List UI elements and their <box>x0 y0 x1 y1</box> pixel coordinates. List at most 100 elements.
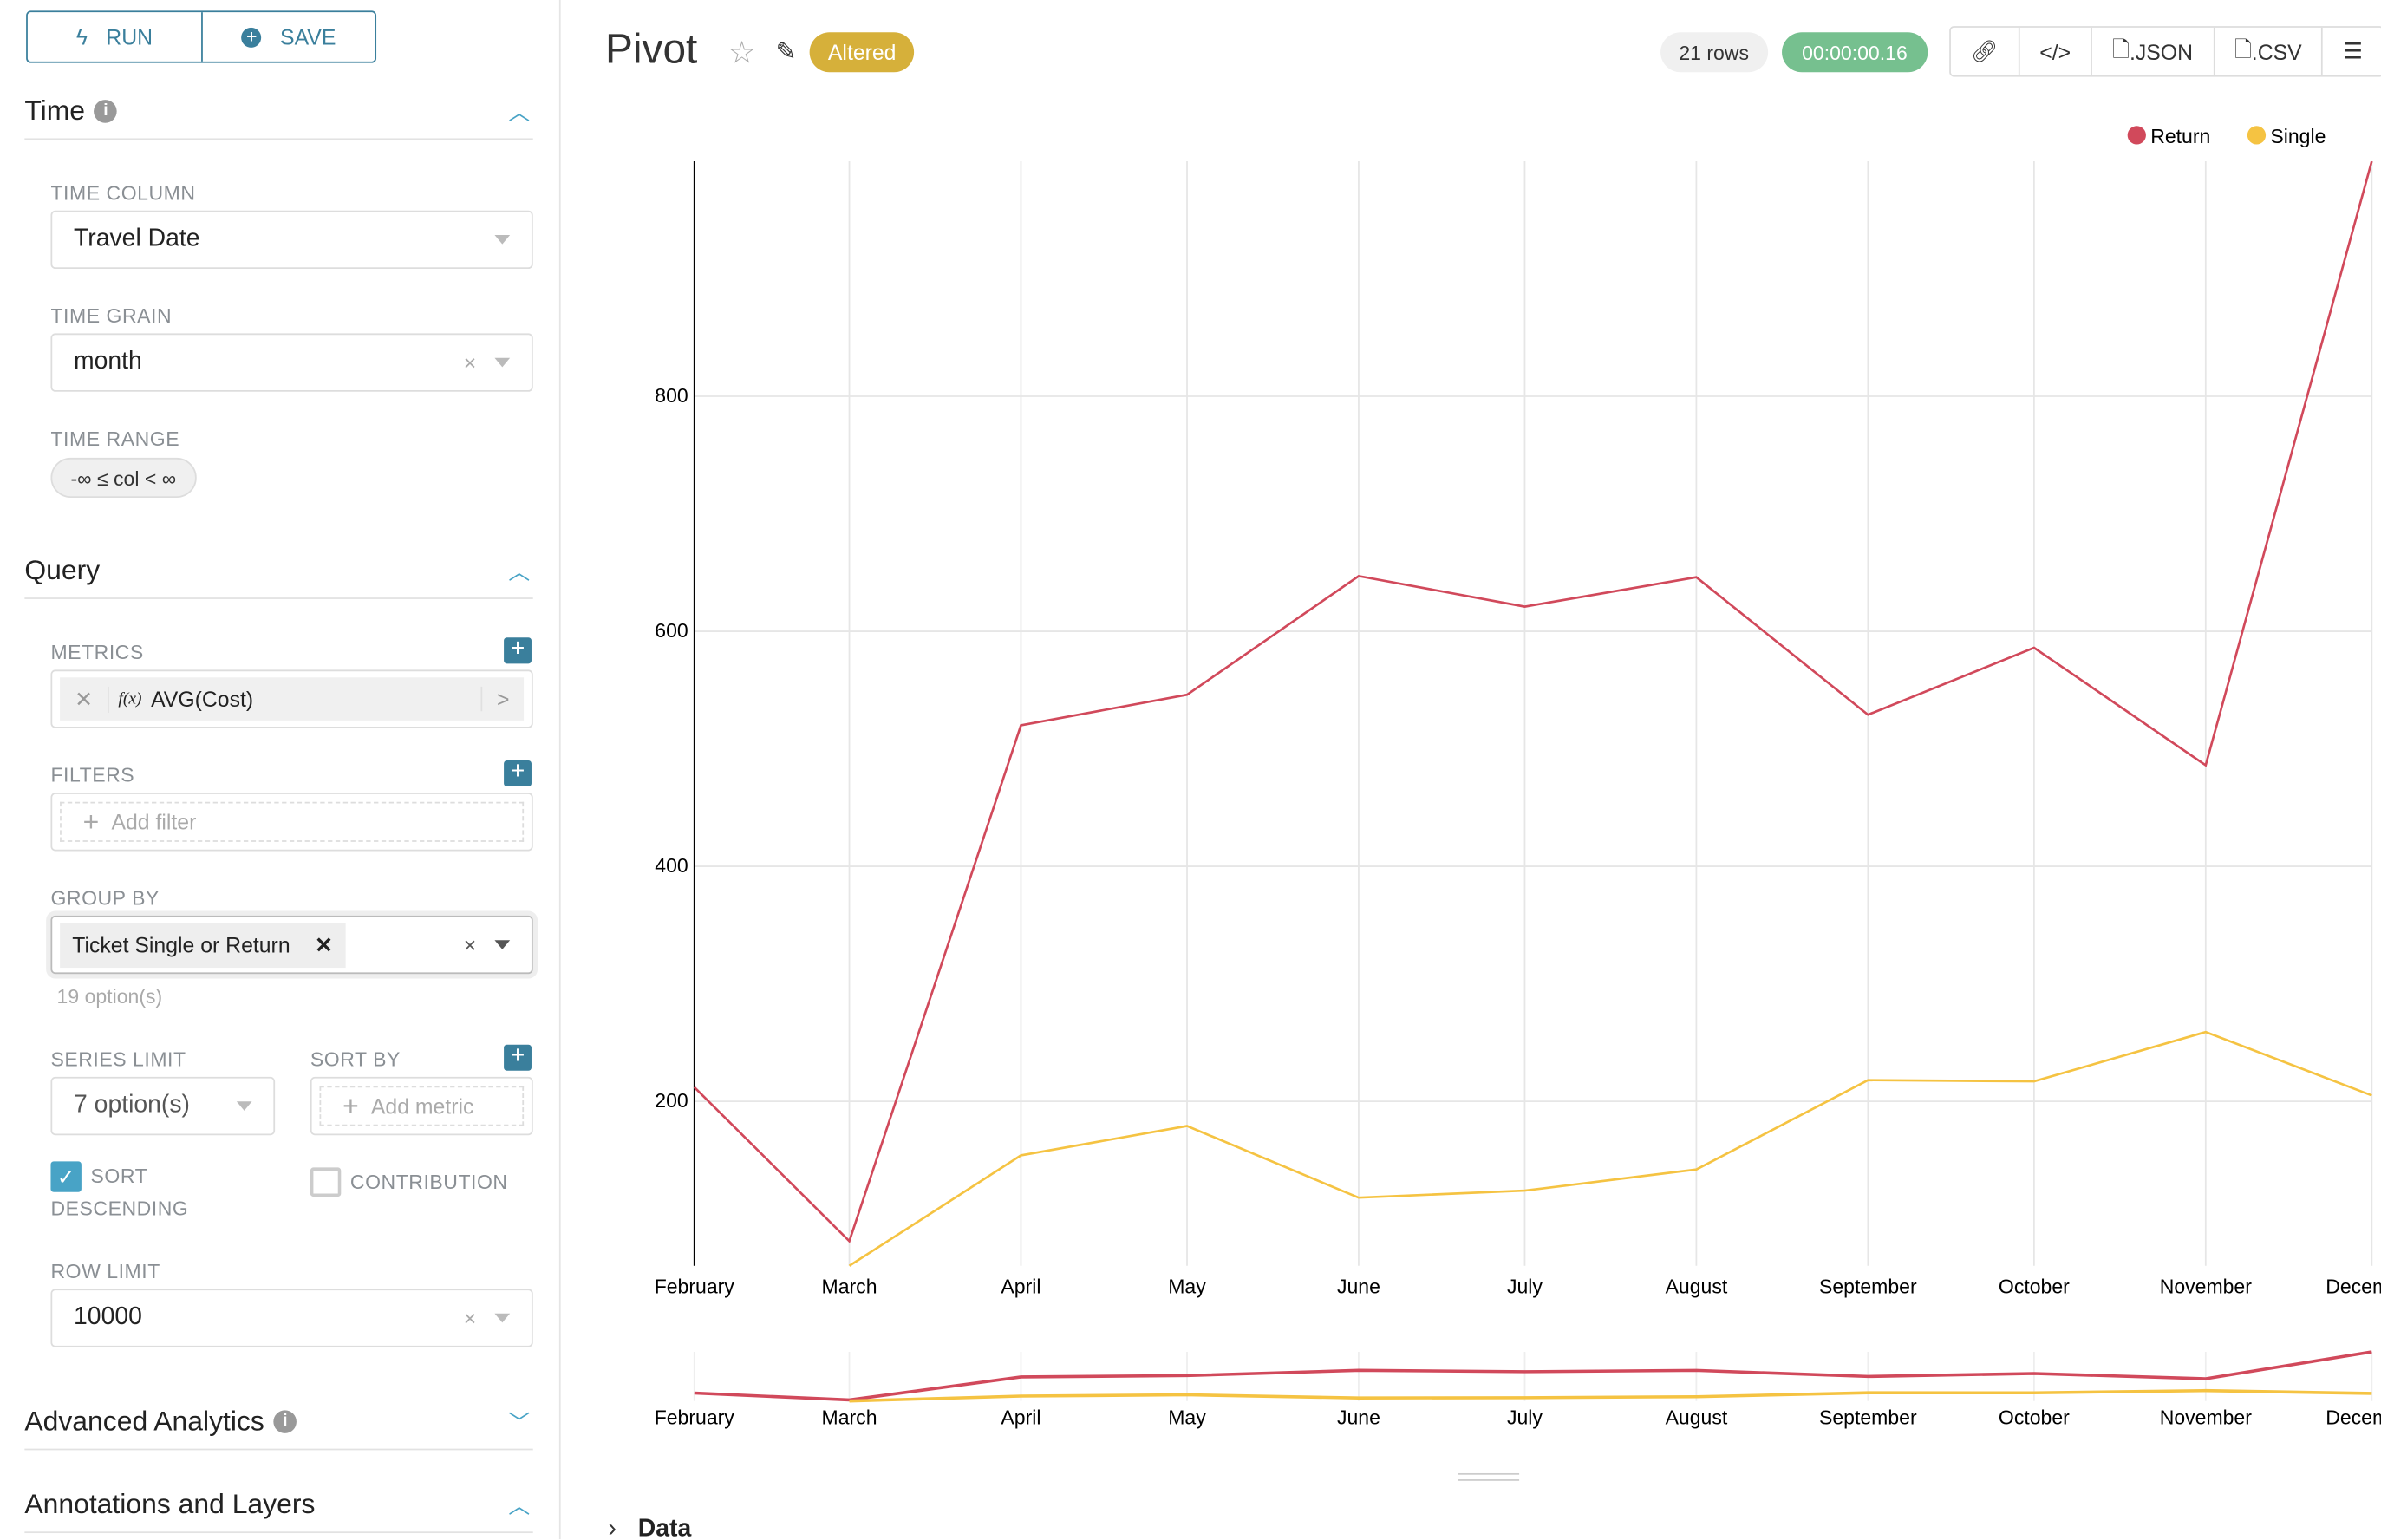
legend-marker <box>2247 126 2267 145</box>
run-save-group: ϟ RUN + SAVE <box>26 10 377 63</box>
add-metric-button[interactable]: + <box>504 636 532 664</box>
time-range-label: TIME RANGE <box>50 427 180 451</box>
sort-by-field: + Add metric <box>310 1076 533 1136</box>
chevron-up-icon[interactable]: ︿ <box>508 99 531 124</box>
chevron-right-icon[interactable]: > <box>480 686 525 712</box>
time-range-pill[interactable]: -∞ ≤ col < ∞ <box>50 457 197 498</box>
contribution-checkbox[interactable] <box>310 1167 342 1197</box>
export-json-button[interactable]: 🗋 .JSON <box>2091 27 2213 75</box>
caret-down-icon <box>494 1313 511 1330</box>
add-metric-sort-button[interactable]: + Add metric <box>319 1086 525 1126</box>
legend-label: Return <box>2150 125 2210 147</box>
brush-x-tick-label: April <box>1001 1406 1040 1428</box>
chart-panel: Pivot ☆ ✎ Altered 21 rows 00:00:00.16 🔗︎… <box>562 0 2381 1539</box>
brush-x-tick-label: August <box>1666 1406 1728 1428</box>
x-tick-label: August <box>1666 1276 1728 1298</box>
section-annotations-header[interactable]: Annotations and Layers ︿ <box>24 1478 533 1534</box>
x-tick-label: April <box>1001 1276 1040 1298</box>
brush-x-tick-label: March <box>822 1406 877 1428</box>
save-button[interactable]: + SAVE <box>201 12 375 62</box>
x-tick-label: December <box>2326 1276 2381 1298</box>
metric-tag[interactable]: AVG(Cost) <box>151 686 254 712</box>
sort-descending-label: SORT <box>90 1164 148 1188</box>
group-by-label: GROUP BY <box>50 886 160 910</box>
brush-x-tick-label: October <box>1999 1406 2070 1428</box>
series-line-return <box>693 160 2373 1243</box>
section-advanced-analytics-header[interactable]: Advanced Analytics i ﹀ <box>24 1395 533 1451</box>
page-title: Pivot <box>605 26 698 73</box>
clear-icon[interactable]: × <box>463 349 477 375</box>
resize-handle[interactable] <box>1458 1472 1520 1481</box>
series-line-single <box>848 1030 2372 1267</box>
time-column-select[interactable]: Travel Date <box>50 210 533 270</box>
remove-metric-icon[interactable]: ✕ <box>60 686 109 713</box>
x-tick-label: October <box>1999 1276 2070 1298</box>
code-icon: </> <box>2039 39 2071 64</box>
plus-circle-icon: + <box>241 27 262 48</box>
add-sort-button[interactable]: + <box>504 1044 532 1071</box>
clear-icon[interactable]: × <box>463 932 477 957</box>
row-limit-select[interactable]: 10000 × <box>50 1289 533 1348</box>
x-tick-label: September <box>1819 1276 1917 1298</box>
x-tick-label: March <box>822 1276 877 1298</box>
caret-down-icon <box>236 1101 252 1118</box>
metrics-field[interactable]: ✕ f(x) AVG(Cost) > <box>50 669 533 728</box>
info-icon[interactable]: i <box>94 100 118 123</box>
contribution-label: CONTRIBUTION <box>349 1170 508 1194</box>
chart-toolbar: 🔗︎ </> 🗋 .JSON 🗋 .CSV ☰ <box>1949 26 2381 77</box>
brush-line-return <box>694 1350 2372 1402</box>
query-timer-badge: 00:00:00.16 <box>1782 32 1928 73</box>
file-text-icon: 🗋 <box>2234 36 2252 61</box>
caret-down-icon <box>494 235 511 251</box>
brush-x-tick-label: November <box>2160 1406 2253 1428</box>
sort-descending-label-2: DESCENDING <box>50 1197 189 1220</box>
brush-x-tick-label: December <box>2326 1406 2381 1428</box>
brush-x-tick-label: September <box>1819 1406 1917 1428</box>
x-tick-label: May <box>1168 1276 1206 1298</box>
add-filter-plus-button[interactable]: + <box>504 760 532 787</box>
row-count-badge: 21 rows <box>1660 32 1768 73</box>
brush-x-tick-label: February <box>655 1406 735 1428</box>
export-csv-button[interactable]: 🗋 .CSV <box>2213 27 2322 75</box>
chevron-up-icon[interactable]: ︿ <box>508 558 531 584</box>
chevron-down-icon[interactable]: ﹀ <box>508 1409 531 1434</box>
y-tick-label: 800 <box>655 384 688 407</box>
x-tick-label: June <box>1337 1276 1380 1298</box>
x-tick-label: February <box>655 1276 735 1298</box>
embed-code-button[interactable]: </> <box>2018 27 2091 75</box>
brush-x-tick-label: July <box>1507 1406 1543 1428</box>
time-column-label: TIME COLUMN <box>50 181 196 205</box>
info-icon[interactable]: i <box>273 1410 297 1433</box>
y-tick-label: 600 <box>655 619 688 642</box>
group-by-select[interactable]: Ticket Single or Return ✕ × <box>50 915 533 975</box>
brush-x-tick-label: May <box>1168 1406 1206 1428</box>
section-time-header[interactable]: Time i ︿ <box>24 84 533 140</box>
time-grain-select[interactable]: month × <box>50 333 533 392</box>
run-button[interactable]: ϟ RUN <box>75 24 153 49</box>
line-chart: February February March March April April May M… <box>655 125 2381 1429</box>
time-grain-label: TIME GRAIN <box>50 303 173 328</box>
sort-descending-checkbox[interactable]: ✓ <box>50 1161 82 1192</box>
clear-icon[interactable]: × <box>463 1305 477 1331</box>
section-query-header[interactable]: Query ︿ <box>24 544 533 599</box>
group-by-tag: Ticket Single or Return ✕ <box>60 922 345 968</box>
group-by-hint: 19 option(s) <box>56 984 163 1008</box>
link-button[interactable]: 🔗︎ <box>1951 28 2019 75</box>
bolt-icon: ϟ <box>75 24 88 49</box>
filters-label: FILTERS <box>50 763 135 787</box>
remove-tag-icon[interactable]: ✕ <box>314 931 333 956</box>
series-limit-select[interactable]: 7 option(s) <box>50 1076 276 1136</box>
caret-down-icon <box>494 940 511 956</box>
data-section-toggle[interactable]: › Data <box>609 1517 692 1540</box>
link-icon: 🔗︎ <box>1970 38 1999 63</box>
edit-icon[interactable]: ✎ <box>775 40 797 67</box>
chevron-up-icon[interactable]: ︿ <box>508 1492 531 1517</box>
control-panel: ϟ RUN + SAVE Time i ︿ TIME COLUMN Travel Dat… <box>0 0 561 1540</box>
add-filter-button[interactable]: + Add filter <box>60 801 525 842</box>
star-icon[interactable]: ☆ <box>727 36 756 71</box>
more-menu-button[interactable]: ☰ <box>2321 27 2381 75</box>
plus-icon: + <box>342 1089 359 1121</box>
row-limit-label: ROW LIMIT <box>50 1259 160 1283</box>
brush-line-single <box>849 1388 2372 1403</box>
altered-badge[interactable]: Altered <box>809 32 915 73</box>
